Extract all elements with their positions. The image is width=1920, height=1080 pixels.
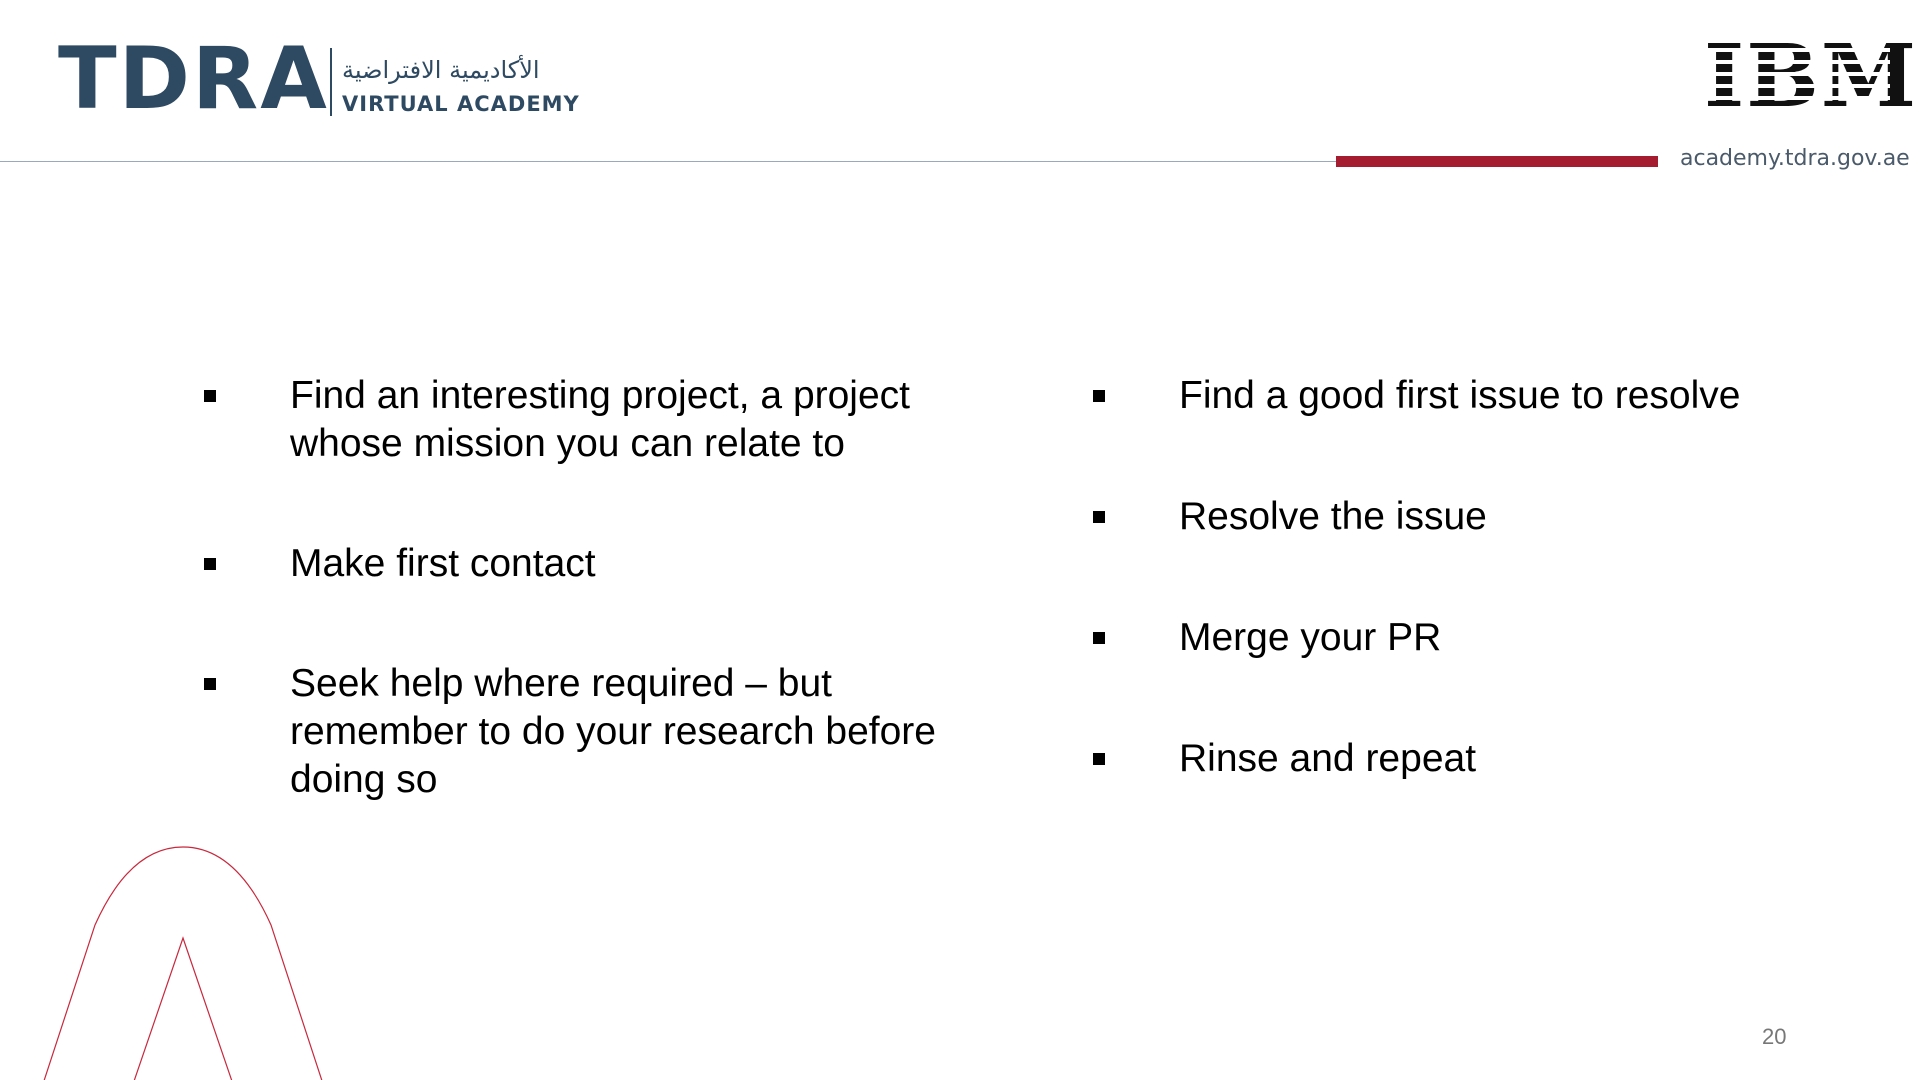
ibm-logo: IBM [1704, 26, 1919, 127]
url: academy.tdra.gov.ae [1680, 146, 1910, 171]
bullet-item: Seek help where required – but remember … [204, 660, 990, 804]
right-bullets: Find a good first issue to resolve Resolv… [1093, 372, 1879, 856]
bullet-item: Make first contact [204, 540, 990, 588]
logo-separator [330, 48, 332, 116]
bullet-item: Find an interesting project, a project w… [204, 372, 990, 468]
header-rule [0, 161, 1336, 162]
bullet-item: Resolve the issue [1093, 493, 1879, 541]
english-name: VIRTUAL ACADEMY [342, 92, 580, 116]
tdra-logo: TDRA [58, 29, 329, 129]
left-bullets: Find an interesting project, a project w… [204, 372, 990, 876]
arch-decoration [43, 846, 323, 1080]
arabic-name: الأكاديمية الافتراضية [342, 56, 540, 84]
bullet-item: Find a good first issue to resolve [1093, 372, 1879, 420]
bullet-item: Rinse and repeat [1093, 735, 1879, 783]
ibm-stripes [1700, 48, 1890, 100]
bullet-item: Merge your PR [1093, 614, 1879, 662]
page-number: 20 [1762, 1024, 1787, 1049]
accent-bar [1336, 156, 1658, 167]
